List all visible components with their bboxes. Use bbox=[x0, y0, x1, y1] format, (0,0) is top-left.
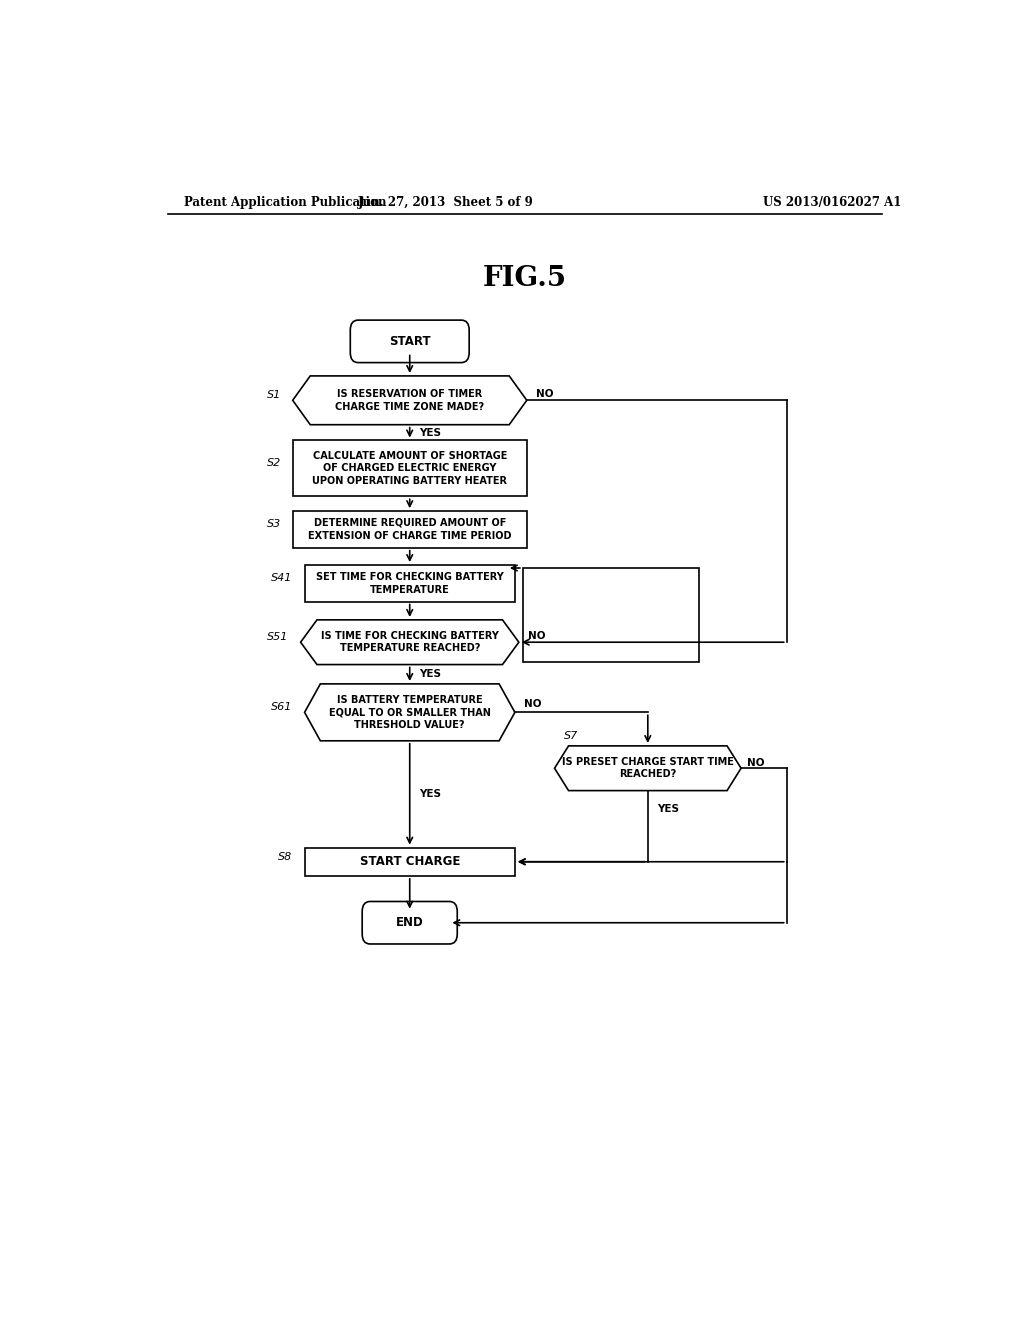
Bar bbox=[304, 565, 515, 602]
Text: S51: S51 bbox=[267, 632, 289, 642]
Text: NO: NO bbox=[528, 631, 546, 642]
Text: CALCULATE AMOUNT OF SHORTAGE
OF CHARGED ELECTRIC ENERGY
UPON OPERATING BATTERY H: CALCULATE AMOUNT OF SHORTAGE OF CHARGED … bbox=[312, 450, 507, 486]
Text: S61: S61 bbox=[271, 702, 293, 713]
Text: START CHARGE: START CHARGE bbox=[359, 855, 460, 869]
Text: IS PRESET CHARGE START TIME
REACHED?: IS PRESET CHARGE START TIME REACHED? bbox=[562, 758, 734, 779]
Text: DETERMINE REQUIRED AMOUNT OF
EXTENSION OF CHARGE TIME PERIOD: DETERMINE REQUIRED AMOUNT OF EXTENSION O… bbox=[308, 517, 511, 541]
Bar bbox=[304, 847, 515, 876]
Bar bbox=[293, 511, 526, 548]
Bar bbox=[293, 441, 526, 496]
FancyBboxPatch shape bbox=[350, 321, 469, 363]
Text: START: START bbox=[389, 335, 430, 348]
Text: S8: S8 bbox=[279, 851, 293, 862]
Text: IS TIME FOR CHECKING BATTERY
TEMPERATURE REACHED?: IS TIME FOR CHECKING BATTERY TEMPERATURE… bbox=[321, 631, 499, 653]
Polygon shape bbox=[293, 376, 526, 425]
Text: S41: S41 bbox=[271, 573, 293, 583]
Text: Patent Application Publication: Patent Application Publication bbox=[183, 195, 386, 209]
Text: IS RESERVATION OF TIMER
CHARGE TIME ZONE MADE?: IS RESERVATION OF TIMER CHARGE TIME ZONE… bbox=[335, 389, 484, 412]
Text: Jun. 27, 2013  Sheet 5 of 9: Jun. 27, 2013 Sheet 5 of 9 bbox=[357, 195, 534, 209]
Text: END: END bbox=[396, 916, 424, 929]
Text: S2: S2 bbox=[266, 458, 281, 469]
Text: S1: S1 bbox=[266, 391, 281, 400]
Bar bbox=[523, 568, 699, 661]
Text: SET TIME FOR CHECKING BATTERY
TEMPERATURE: SET TIME FOR CHECKING BATTERY TEMPERATUR… bbox=[315, 572, 504, 594]
Text: YES: YES bbox=[419, 789, 441, 799]
Text: IS BATTERY TEMPERATURE
EQUAL TO OR SMALLER THAN
THRESHOLD VALUE?: IS BATTERY TEMPERATURE EQUAL TO OR SMALL… bbox=[329, 694, 490, 730]
Text: FIG.5: FIG.5 bbox=[482, 265, 567, 292]
Text: NO: NO bbox=[537, 389, 554, 399]
Polygon shape bbox=[555, 746, 741, 791]
Text: YES: YES bbox=[419, 428, 441, 437]
Text: YES: YES bbox=[657, 804, 679, 814]
Text: NO: NO bbox=[524, 700, 542, 709]
Text: S3: S3 bbox=[266, 519, 281, 529]
Polygon shape bbox=[301, 620, 519, 664]
Text: US 2013/0162027 A1: US 2013/0162027 A1 bbox=[763, 195, 901, 209]
Text: NO: NO bbox=[748, 758, 765, 768]
Text: S7: S7 bbox=[564, 731, 579, 741]
Text: YES: YES bbox=[419, 669, 441, 680]
Polygon shape bbox=[304, 684, 515, 741]
FancyBboxPatch shape bbox=[362, 902, 458, 944]
